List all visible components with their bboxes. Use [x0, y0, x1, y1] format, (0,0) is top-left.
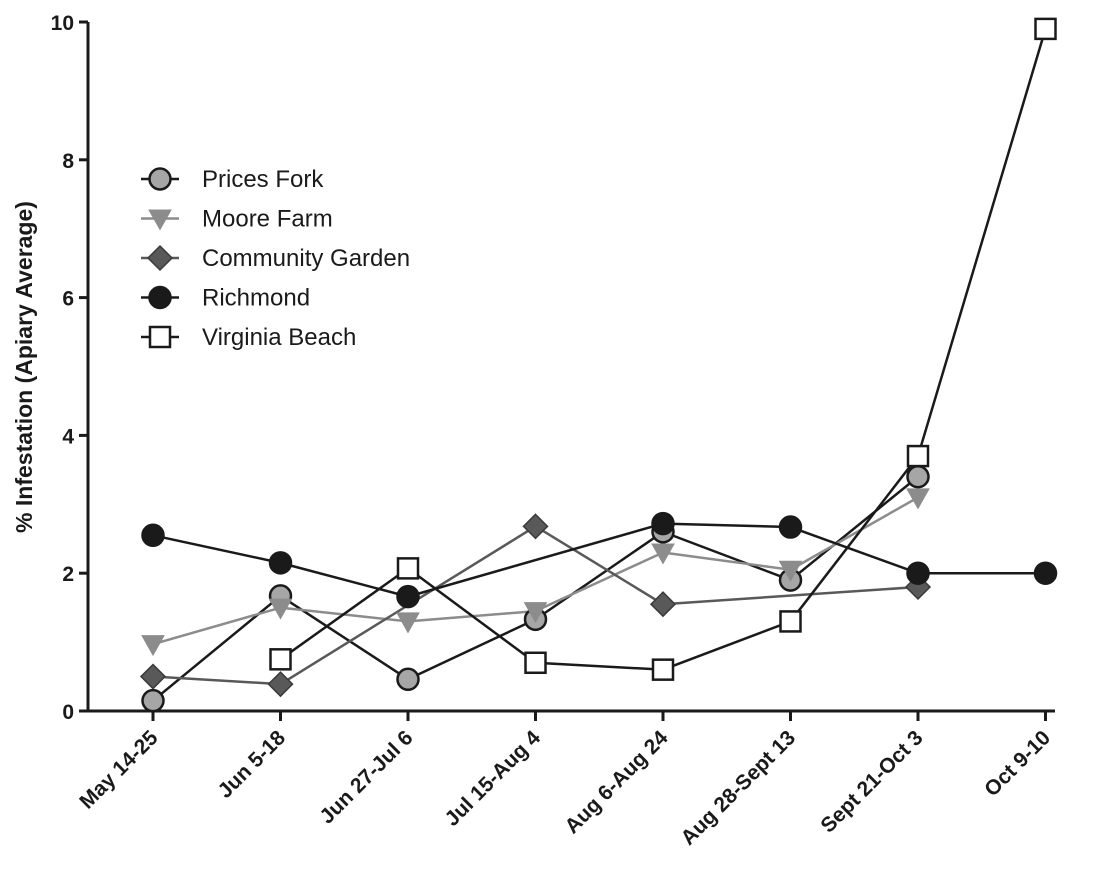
legend-marker-community-garden — [146, 244, 174, 272]
x-tick-label: Jun 5-18 — [214, 726, 291, 803]
y-tick-label: 6 — [62, 288, 74, 311]
x-tick-label: Aug 28-Sept 13 — [676, 726, 800, 850]
data-point-richmond — [778, 515, 803, 539]
legend-item-community-garden: Community Garden — [141, 244, 410, 272]
x-tick-label: Oct 9-10 — [980, 726, 1055, 801]
data-point-virginia-beach — [1034, 17, 1057, 41]
legend-marker-richmond — [148, 285, 172, 310]
data-point-virginia-beach — [651, 658, 675, 681]
data-point-virginia-beach — [906, 444, 930, 468]
legend-label: Richmond — [202, 285, 310, 312]
data-point-richmond — [268, 551, 293, 575]
data-point-virginia-beach — [396, 557, 420, 580]
series-markers-virginia-beach — [269, 17, 1057, 681]
data-point-richmond — [906, 561, 930, 585]
data-point-richmond — [141, 523, 165, 548]
data-point-moore-farm — [778, 560, 803, 582]
legend-item-prices-fork: Prices Fork — [141, 166, 324, 193]
x-tick-label: Jul 15-Aug 4 — [440, 726, 545, 831]
legend-label: Moore Farm — [202, 206, 333, 233]
data-point-prices-fork — [906, 464, 930, 489]
y-tick-label: 8 — [62, 150, 74, 173]
series-layer — [139, 17, 1058, 713]
legend-label: Virginia Beach — [202, 324, 356, 351]
x-tick-label: Jun 27-Jul 6 — [315, 726, 417, 828]
data-point-moore-farm — [141, 635, 165, 657]
legend-label: Community Garden — [202, 245, 410, 272]
legend-marker-moore-farm — [148, 209, 172, 231]
data-point-community-garden — [139, 663, 167, 690]
data-point-community-garden — [267, 671, 294, 698]
x-tick-label: Sept 21-Oct 3 — [816, 726, 927, 837]
data-point-moore-farm — [651, 543, 675, 565]
data-point-community-garden — [649, 591, 677, 618]
y-tick-label: 0 — [62, 701, 74, 724]
x-tick-label: Aug 6-Aug 24 — [561, 726, 673, 838]
y-tick-label: 4 — [62, 425, 74, 448]
data-point-virginia-beach — [779, 610, 802, 633]
data-point-virginia-beach — [524, 651, 547, 675]
legend-item-virginia-beach: Virginia Beach — [141, 324, 356, 351]
y-tick-label: 10 — [51, 12, 74, 35]
data-point-richmond — [396, 584, 420, 609]
legend-marker-virginia-beach — [148, 325, 172, 349]
data-point-prices-fork — [396, 667, 420, 692]
legend: Prices Fork Moore Farm Community Garden Ric… — [141, 166, 410, 351]
data-point-moore-farm — [906, 488, 930, 510]
series-markers-moore-farm — [141, 488, 930, 657]
data-point-richmond — [1033, 561, 1058, 585]
legend-item-moore-farm: Moore Farm — [141, 206, 333, 233]
data-point-prices-fork — [141, 688, 165, 713]
series-markers-prices-fork — [141, 464, 930, 713]
legend-label: Prices Fork — [202, 166, 324, 193]
axes: 0 2 4 6 8 10 May 14-25 Jun 5-18 Jun 27-Jul 6 Jul … — [51, 12, 1055, 850]
data-point-moore-farm — [268, 598, 293, 620]
data-point-community-garden — [522, 513, 549, 540]
y-tick-label: 2 — [62, 563, 74, 586]
series-markers-richmond — [141, 511, 1058, 609]
legend-marker-prices-fork — [148, 167, 172, 191]
legend-item-richmond: Richmond — [141, 285, 310, 312]
data-point-moore-farm — [523, 602, 548, 624]
data-point-virginia-beach — [269, 648, 292, 671]
x-tick-label: May 14-25 — [75, 726, 162, 813]
data-point-moore-farm — [396, 612, 420, 634]
y-axis-title: % Infestation (Apiary Average) — [11, 201, 37, 533]
data-point-richmond — [651, 511, 675, 536]
